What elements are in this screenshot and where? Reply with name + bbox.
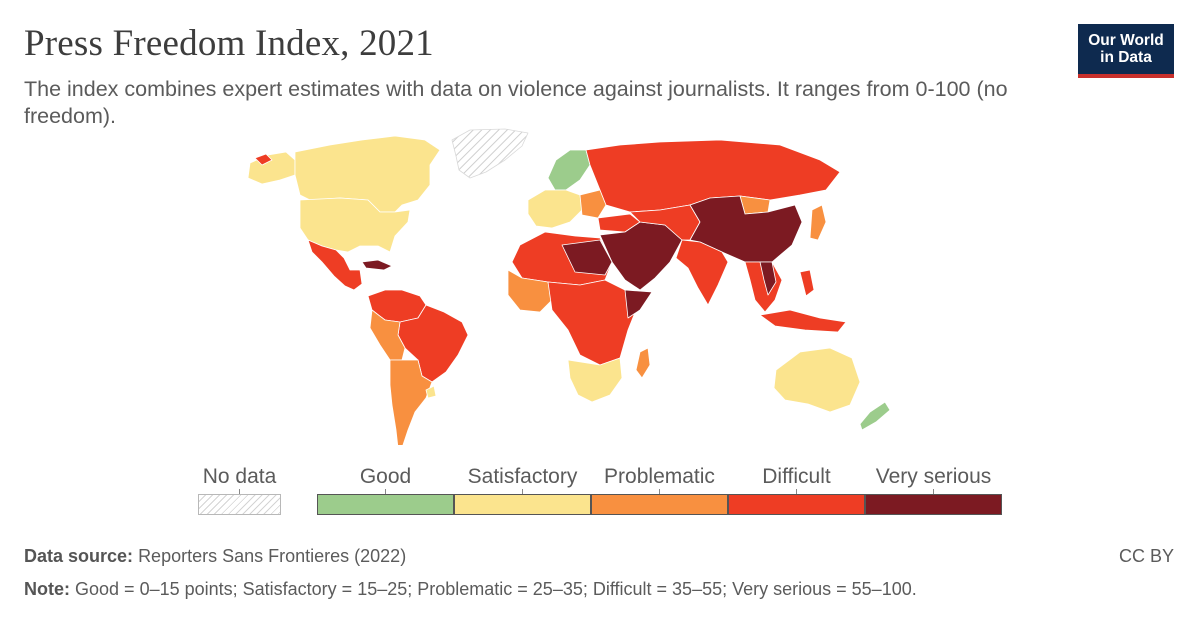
legend-tick: [385, 489, 386, 495]
license-link[interactable]: CC BY: [1118, 546, 1174, 566]
legend-no-data-label: No data: [202, 465, 277, 488]
legend-tick: [522, 489, 523, 495]
uruguay-region[interactable]: [425, 385, 437, 399]
data-source-line: Data source: Reporters Sans Frontieres (…: [24, 546, 406, 567]
alaska-region[interactable]: [247, 151, 296, 185]
legend-tick: [659, 489, 660, 495]
australia-region[interactable]: [773, 347, 861, 413]
madagascar-region[interactable]: [635, 347, 651, 379]
china-region[interactable]: [689, 195, 803, 263]
peru-region[interactable]: [369, 309, 406, 361]
world-map[interactable]: [150, 125, 910, 445]
legend-swatch-difficult[interactable]: [728, 494, 865, 515]
logo-line-2: in Data: [1100, 49, 1152, 66]
logo-line-1: Our World: [1088, 32, 1164, 49]
legend-swatch-very-serious[interactable]: [865, 494, 1002, 515]
legend-label-very-serious: Very serious: [875, 465, 992, 488]
japan-region[interactable]: [809, 204, 827, 241]
vietnam-region[interactable]: [759, 261, 777, 296]
note-line: Note: Good = 0–15 points; Satisfactory =…: [24, 579, 917, 600]
middle-east-region[interactable]: [599, 221, 683, 291]
small-red-island-region[interactable]: [254, 153, 273, 166]
argentina-region[interactable]: [389, 359, 433, 445]
legend-swatch-good[interactable]: [317, 494, 454, 515]
chart-subtitle: The index combines expert estimates with…: [24, 77, 1008, 128]
legend-tick: [933, 489, 934, 495]
eastern-europe-region[interactable]: [579, 189, 607, 219]
legend-no-data-swatch[interactable]: [198, 494, 281, 515]
western-europe-region[interactable]: [527, 189, 583, 229]
legend-tick: [239, 489, 240, 495]
mexico-region[interactable]: [307, 239, 363, 291]
cuba-region[interactable]: [361, 259, 393, 271]
note-text: Good = 0–15 points; Satisfactory = 15–25…: [75, 579, 917, 599]
libya-egypt-region[interactable]: [561, 239, 613, 276]
brazil-region[interactable]: [397, 304, 469, 383]
chart-title: Press Freedom Index, 2021: [24, 23, 434, 64]
philippines-region[interactable]: [799, 269, 815, 297]
owid-logo[interactable]: Our World in Data: [1078, 24, 1174, 78]
legend-label-good: Good: [359, 465, 412, 488]
legend-label-difficult: Difficult: [762, 465, 831, 488]
legend-label-problematic: Problematic: [604, 465, 715, 488]
legend-label-satisfactory: Satisfactory: [467, 465, 578, 488]
data-source-label: Data source:: [24, 546, 134, 566]
greenland-region[interactable]: [451, 128, 529, 179]
west-africa-region[interactable]: [507, 269, 553, 313]
note-label: Note:: [24, 579, 70, 599]
indonesia-region[interactable]: [759, 309, 847, 333]
canada-region[interactable]: [294, 135, 441, 213]
legend-tick: [796, 489, 797, 495]
southern-africa-region[interactable]: [567, 357, 623, 403]
data-source-link[interactable]: Reporters Sans Frontieres (2022): [138, 546, 407, 566]
new-zealand-region[interactable]: [859, 401, 891, 431]
horn-of-africa-region[interactable]: [624, 289, 653, 319]
legend-swatch-satisfactory[interactable]: [454, 494, 591, 515]
india-region[interactable]: [675, 239, 729, 306]
legend-swatch-problematic[interactable]: [591, 494, 728, 515]
central-africa-region[interactable]: [547, 279, 641, 366]
scandinavia-region[interactable]: [547, 149, 591, 191]
